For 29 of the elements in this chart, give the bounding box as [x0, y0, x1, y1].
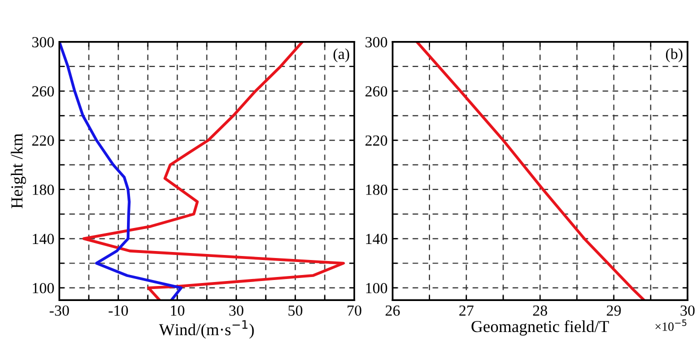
- x-tick-label: 50: [288, 305, 302, 316]
- x-tick-label: 28: [533, 305, 548, 316]
- x-tick-label: -10: [108, 305, 128, 316]
- y-tick-label: 180: [32, 184, 54, 195]
- y-tick-label: 140: [32, 234, 54, 244]
- x-tick-label: 30: [229, 305, 244, 316]
- x-tick-label: 27: [459, 305, 474, 316]
- y-tick-label: 180: [366, 184, 388, 195]
- y-tick-label: 260: [32, 86, 54, 97]
- y-tick-label: 260: [365, 86, 388, 97]
- x-tick-label: 30: [680, 305, 695, 316]
- x-axis-title: Geomagnetic field/T: [472, 320, 609, 336]
- y-tick-label: 300: [32, 37, 54, 48]
- annotation: (a): [334, 48, 350, 62]
- x-axis-title: Wind/(m·s$^{−1}$): [158, 320, 254, 339]
- annotation: (b): [666, 48, 682, 62]
- y-tick-label: 100: [32, 282, 54, 294]
- x-tick-label: 26: [386, 305, 400, 316]
- y-tick-label: 300: [366, 37, 388, 48]
- x-tick-label: 10: [171, 305, 184, 316]
- y-tick-label: 140: [366, 234, 388, 244]
- y-tick-label: 100: [366, 282, 388, 294]
- x-tick-label: -30: [50, 305, 69, 316]
- y-tick-label: 220: [365, 135, 388, 146]
- x-tick-label: 29: [606, 305, 621, 316]
- y-tick-label: 220: [32, 135, 54, 146]
- x-tick-label: 70: [348, 305, 362, 316]
- y-axis-title: Height /km: [10, 134, 26, 208]
- text: ×10$^{−5}$: [656, 320, 686, 331]
